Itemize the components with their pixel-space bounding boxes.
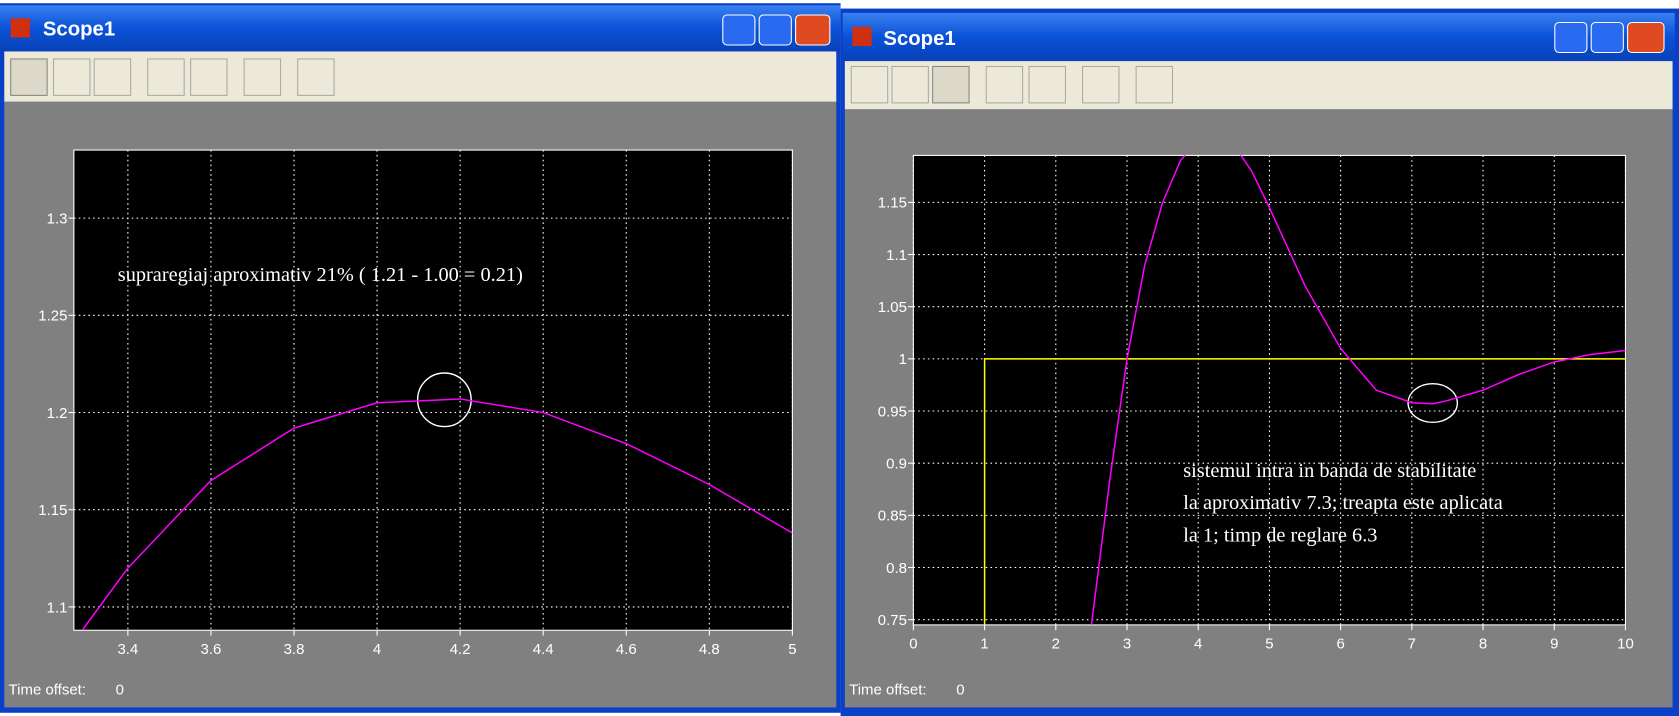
- x-tick-label: 3: [1123, 635, 1131, 652]
- window-title: Scope1: [883, 28, 955, 50]
- y-tick-label: 1.05: [878, 299, 907, 316]
- zoom-x-button[interactable]: [891, 65, 929, 104]
- maximize-button[interactable]: [758, 14, 792, 46]
- y-tick-label: 1.2: [47, 405, 68, 422]
- axes-frame: [73, 149, 793, 631]
- x-tick-label: 0: [909, 635, 917, 652]
- minimize-button[interactable]: [722, 14, 756, 46]
- y-tick-label: 1.15: [38, 502, 67, 519]
- x-tick-label: 4.6: [616, 641, 637, 658]
- window-title: Scope1: [43, 18, 115, 40]
- save-axes-button[interactable]: [190, 58, 228, 96]
- app-icon: [852, 26, 872, 47]
- y-tick-label: 1.1: [47, 599, 68, 616]
- highlight-circle: [1407, 383, 1459, 424]
- x-tick-label: 3.4: [117, 641, 138, 658]
- highlight-circle: [416, 372, 472, 428]
- axes-frame: [912, 154, 1626, 626]
- autoscale-button[interactable]: [985, 65, 1024, 104]
- x-tick-label: 5: [1265, 635, 1273, 652]
- y-tick-label: 0.8: [886, 560, 907, 577]
- y-tick-label: 0.85: [878, 508, 907, 525]
- annotation: la 1; timp de reglare 6.3: [1183, 524, 1377, 546]
- parameters-button[interactable]: [243, 58, 282, 96]
- time-offset-label: Time offset:: [849, 682, 926, 699]
- series-line: [1090, 155, 1626, 625]
- x-tick-label: 4.8: [699, 641, 720, 658]
- x-tick-label: 2: [1052, 635, 1060, 652]
- x-tick-label: 4: [1194, 635, 1202, 652]
- x-tick-label: 3.8: [284, 641, 305, 658]
- zoom-y-button[interactable]: [93, 58, 132, 96]
- y-tick-label: 1.15: [878, 195, 907, 212]
- time-offset-value: 0: [116, 682, 124, 699]
- parameters-button[interactable]: [1082, 65, 1120, 104]
- x-tick-label: 5: [788, 641, 796, 658]
- zoom-x-button[interactable]: [53, 58, 91, 96]
- y-tick-label: 1.25: [38, 308, 67, 325]
- time-offset-value: 0: [956, 682, 964, 699]
- minimize-button[interactable]: [1554, 21, 1588, 54]
- plot-area: [913, 155, 1626, 625]
- y-tick-label: 1.3: [47, 210, 68, 227]
- plot-lines: [81, 398, 793, 631]
- zoom-y-button[interactable]: [932, 65, 970, 104]
- autoscale-button[interactable]: [147, 58, 185, 96]
- x-tick-label: 3.6: [201, 641, 222, 658]
- x-tick-label: 9: [1550, 635, 1558, 652]
- y-tick-label: 0.9: [886, 456, 907, 473]
- save-axes-button[interactable]: [1028, 65, 1066, 104]
- zoom-button[interactable]: [10, 58, 48, 96]
- close-button[interactable]: [795, 14, 831, 46]
- close-button[interactable]: [1627, 21, 1665, 54]
- series-line: [983, 358, 1626, 625]
- y-tick-label: 0.75: [878, 612, 907, 629]
- annotation: sistemul intra in banda de stabilitate: [1183, 460, 1476, 482]
- x-tick-label: 6: [1336, 635, 1344, 652]
- y-tick-label: 1.1: [886, 247, 907, 264]
- y-tick-label: 0.95: [878, 403, 907, 420]
- window: Scope1 Time offset: 0: [0, 3, 841, 713]
- print-button[interactable]: [297, 58, 335, 96]
- x-tick-label: 4: [373, 641, 381, 658]
- y-tick-label: 1: [899, 351, 907, 368]
- x-tick-label: 8: [1479, 635, 1487, 652]
- maximize-button[interactable]: [1590, 21, 1624, 54]
- print-button[interactable]: [1135, 65, 1174, 104]
- annotation: la aproximativ 7.3; treapta este aplicat…: [1183, 492, 1503, 514]
- title-bar: [0, 5, 841, 51]
- x-tick-label: 7: [1408, 635, 1416, 652]
- toolbar: [844, 61, 1673, 110]
- app-icon: [10, 18, 30, 38]
- window: Scope1 Time offset: 0: [840, 8, 1679, 716]
- plot-area: [73, 150, 793, 631]
- series-line: [81, 398, 793, 631]
- toolbar: [4, 51, 837, 102]
- x-tick-label: 1: [980, 635, 988, 652]
- annotation: supraregiaj aproximativ 21% ( 1.21 - 1.0…: [118, 264, 523, 286]
- x-tick-label: 4.2: [450, 641, 471, 658]
- plot-lines: [983, 155, 1626, 625]
- x-tick-label: 4.4: [533, 641, 554, 658]
- time-offset-label: Time offset:: [9, 682, 86, 699]
- zoom-button[interactable]: [850, 65, 889, 104]
- x-tick-label: 10: [1617, 635, 1634, 652]
- title-bar: [842, 12, 1675, 61]
